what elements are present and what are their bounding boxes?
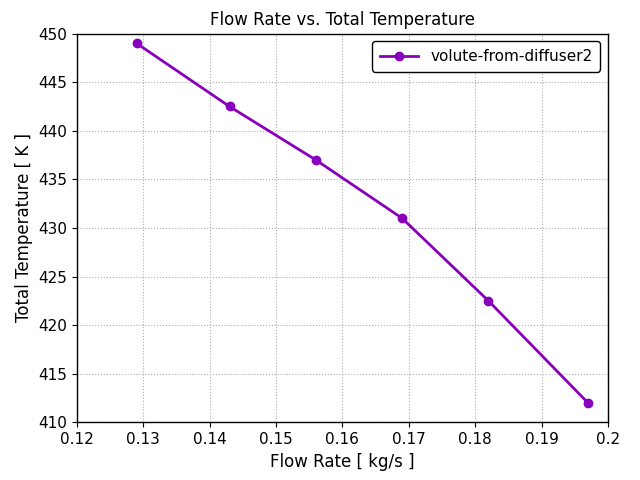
volute-from-diffuser2: [484, 298, 492, 304]
Title: Flow Rate vs. Total Temperature: Flow Rate vs. Total Temperature: [210, 11, 475, 29]
volute-from-diffuser2: [312, 157, 319, 163]
Line: volute-from-diffuser2: volute-from-diffuser2: [132, 39, 592, 407]
Legend: volute-from-diffuser2: volute-from-diffuser2: [372, 41, 600, 72]
volute-from-diffuser2: [584, 400, 592, 406]
Y-axis label: Total Temperature [ K ]: Total Temperature [ K ]: [15, 133, 33, 323]
X-axis label: Flow Rate [ kg/s ]: Flow Rate [ kg/s ]: [270, 453, 415, 471]
volute-from-diffuser2: [226, 104, 234, 109]
volute-from-diffuser2: [398, 216, 406, 221]
volute-from-diffuser2: [132, 40, 140, 46]
